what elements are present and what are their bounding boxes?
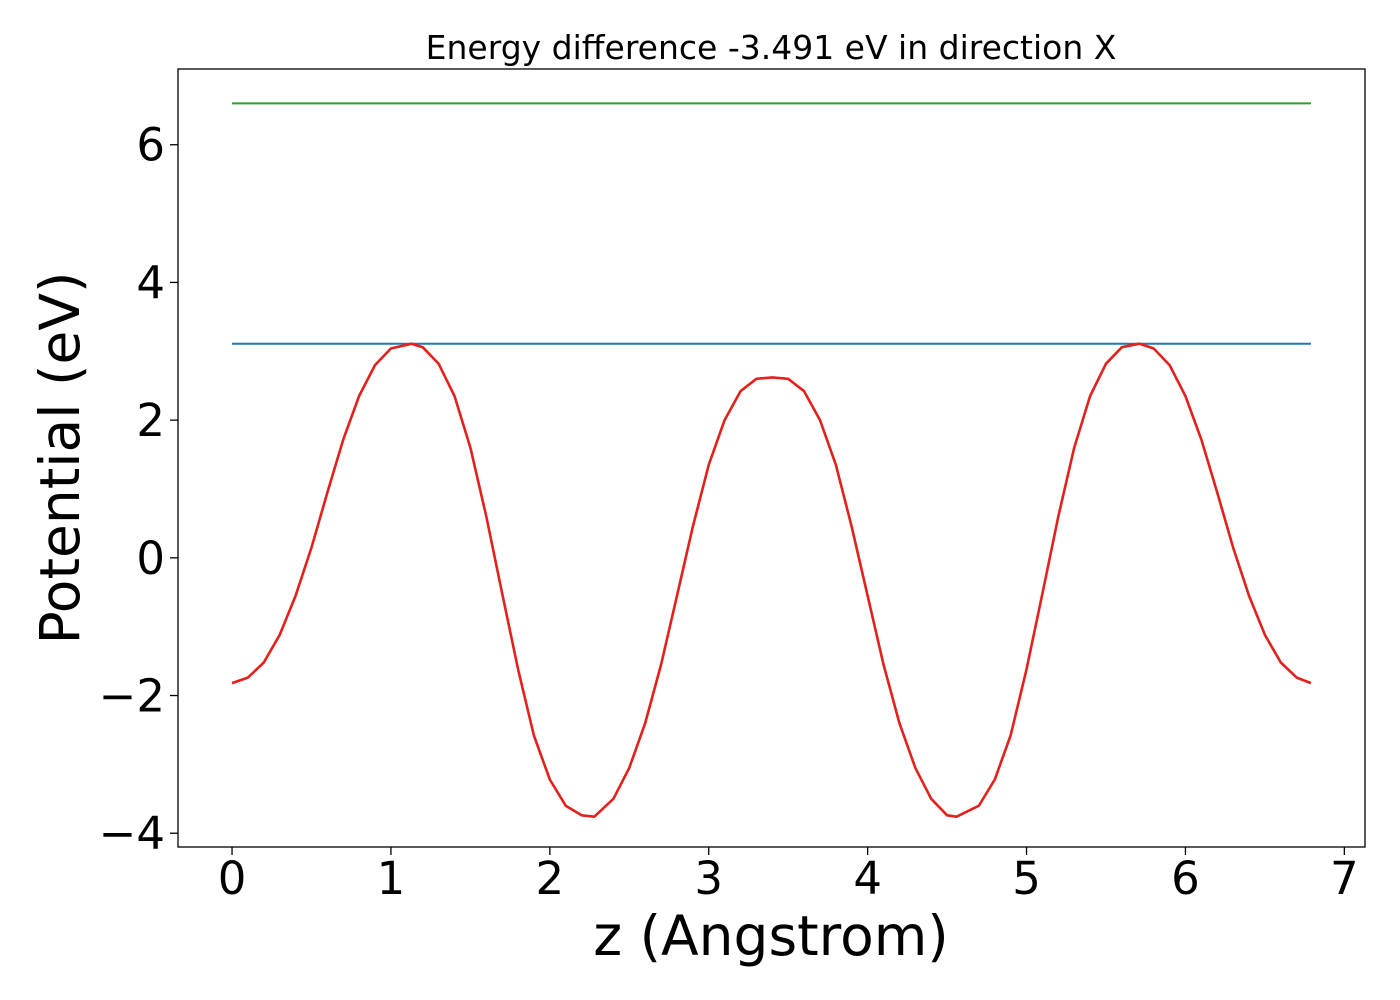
x-axis-label: z (Angstrom) [593, 904, 949, 968]
series-line-3 [231, 342, 1312, 819]
x-tick-label: 6 [1171, 852, 1200, 905]
y-axis: −4 −2 0 2 4 6 [99, 119, 178, 860]
y-tick-label: −2 [99, 670, 165, 723]
series-layer [231, 102, 1312, 819]
x-tick-label: 4 [853, 852, 882, 905]
x-tick-label: 0 [218, 852, 247, 905]
y-axis-label: Potential (eV) [28, 272, 92, 645]
y-tick-label: 6 [136, 119, 165, 172]
x-axis: 0 1 2 3 4 5 6 7 [218, 847, 1359, 905]
y-tick-label: 4 [136, 256, 165, 309]
x-tick-label: 3 [694, 852, 723, 905]
y-tick-label: −4 [99, 807, 165, 860]
x-tick-label: 1 [377, 852, 406, 905]
plot-frame [177, 68, 1366, 848]
chart-title: Energy difference -3.491 eV in direction… [426, 28, 1117, 67]
y-tick-label: 2 [136, 394, 165, 447]
x-tick-label: 5 [1012, 852, 1041, 905]
x-tick-label: 2 [536, 852, 565, 905]
y-tick-label: 0 [136, 532, 165, 585]
x-tick-label: 7 [1330, 852, 1359, 905]
